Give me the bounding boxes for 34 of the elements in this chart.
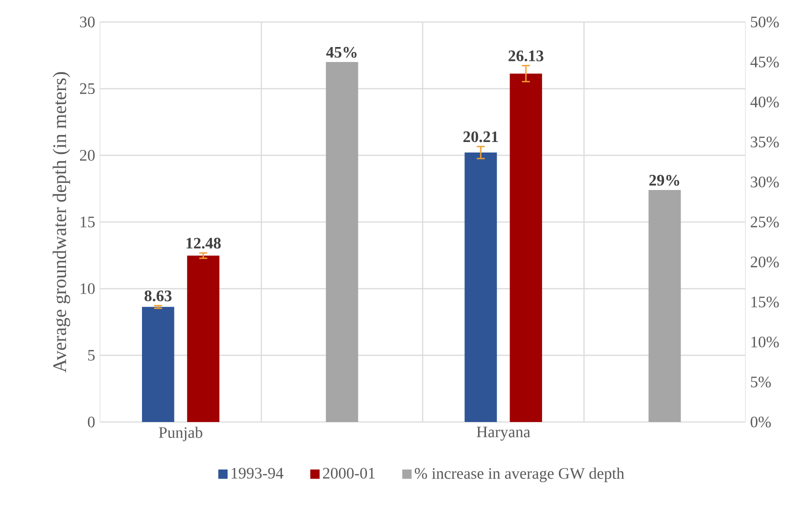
legend-label: % increase in average GW depth (414, 468, 624, 482)
y2-tick-label: 5% (750, 376, 771, 388)
y2-tick-label: 50% (750, 16, 779, 28)
data-label: 12.48 (186, 238, 221, 249)
y-tick-label: 20 (80, 150, 95, 161)
data-label: 20.21 (463, 131, 498, 142)
y2-tick-label: 20% (750, 256, 779, 268)
x-tick-label: Haryana (476, 426, 530, 441)
y2-tick-label: 0% (750, 416, 771, 428)
y2-tick-label: 15% (751, 296, 779, 308)
legend-label: 2000-01 (322, 468, 375, 479)
data-label: 29% (649, 174, 680, 186)
y-tick-label: 5 (88, 350, 95, 361)
y2-tick-label: 10% (751, 336, 779, 348)
data-label: 45% (326, 46, 356, 58)
x-tick-label: Punjab (158, 426, 202, 442)
bar (464, 152, 497, 422)
bar (142, 306, 174, 422)
y2-tick-label: 35% (750, 136, 779, 148)
y-tick-label: 30 (80, 16, 95, 28)
y-tick-label: 10 (80, 283, 95, 294)
data-label: 8.63 (144, 290, 172, 302)
y-axis-title: Average groundwater depth (in meters) (52, 72, 70, 373)
bar (187, 256, 220, 422)
y2-tick-label: 30% (750, 176, 779, 188)
y2-tick-label: 25% (750, 216, 779, 228)
data-label: 26.13 (508, 50, 544, 62)
y-tick-label: 25 (80, 83, 95, 94)
y2-tick-label: 45% (750, 56, 779, 68)
legend-label: 1993-94 (232, 468, 284, 479)
y-tick-label: 0 (88, 416, 95, 428)
y2-tick-label: 40% (750, 96, 779, 108)
y-tick-label: 15 (80, 216, 95, 228)
bar (510, 74, 542, 422)
